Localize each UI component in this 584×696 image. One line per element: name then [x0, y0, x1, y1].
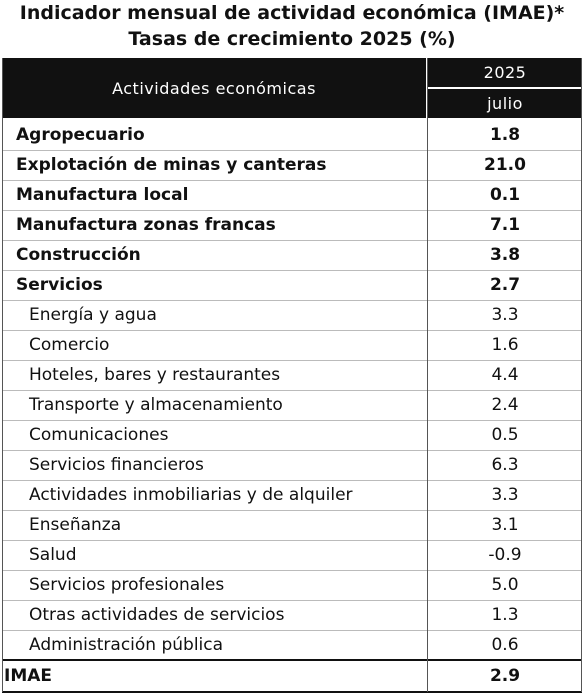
row-label: Transporte y almacenamiento [29, 395, 283, 415]
row-value: 3.3 [491, 305, 519, 325]
row-label: Servicios [16, 275, 103, 295]
table-row: Enseñanza 3.1 [2, 510, 582, 541]
table-row: Actividades inmobiliarias y de alquiler 3… [2, 480, 582, 511]
row-value: 21.0 [484, 155, 526, 175]
row-label: Manufactura local [16, 185, 189, 205]
row-label: Comunicaciones [29, 425, 169, 445]
row-value: 1.6 [491, 335, 519, 355]
title: Indicador mensual de actividad económica… [19, 2, 565, 24]
row-value: 0.1 [489, 185, 521, 205]
row-value: 6.3 [491, 455, 519, 475]
row-label: Manufactura zonas francas [16, 215, 276, 235]
row-label: Salud [29, 545, 77, 565]
row-label: Comercio [29, 335, 110, 355]
table-row: Comunicaciones 0.5 [2, 420, 582, 451]
row-value: 1.3 [491, 605, 519, 625]
row-value: -0.9 [488, 545, 522, 565]
column-border [581, 58, 582, 692]
table-row: Manufactura local 0.1 [2, 180, 582, 211]
row-label: Administración pública [29, 635, 224, 655]
row-value: 5.0 [491, 575, 519, 595]
table-row: Administración pública 0.6 [2, 630, 582, 661]
column-header: julio [428, 89, 582, 118]
table-row: Construcción 3.8 [2, 240, 582, 271]
row-label: Enseñanza [29, 515, 122, 535]
table-row: Servicios profesionales 5.0 [2, 570, 582, 601]
row-label: Explotación de minas y canteras [16, 155, 327, 175]
row-value: 3.1 [491, 515, 519, 535]
row-value: 4.4 [491, 365, 519, 385]
row-label: Hoteles, bares y restaurantes [29, 365, 281, 385]
table-row: Salud -0.9 [2, 540, 582, 571]
table-row: Agropecuario 1.8 [2, 120, 582, 151]
row-value: 7.1 [489, 215, 521, 235]
row-value: 2.4 [491, 395, 519, 415]
table-row: Servicios financieros 6.3 [2, 450, 582, 481]
row-value: 0.6 [491, 635, 519, 655]
row-label: Servicios profesionales [29, 575, 225, 595]
table-row: Manufactura zonas francas 7.1 [2, 210, 582, 241]
subtitle: Tasas de crecimiento 2025 (%) [128, 28, 456, 50]
table-row: Transporte y almacenamiento 2.4 [2, 390, 582, 421]
row-label: Otras actividades de servicios [29, 605, 285, 625]
table-row: Servicios 2.7 [2, 270, 582, 301]
row-value: 2.7 [489, 275, 521, 295]
row-value: 2.9 [489, 666, 521, 686]
row-label: Actividades inmobiliarias y de alquiler [29, 485, 353, 505]
row-value: 0.5 [491, 425, 519, 445]
column-header: Actividades económicas [2, 58, 426, 118]
row-label: Servicios financieros [29, 455, 204, 475]
row-value: 1.8 [489, 125, 521, 145]
column-border [427, 58, 428, 692]
row-label: Agropecuario [16, 125, 145, 145]
table-row: IMAE 2.9 [2, 659, 582, 693]
table: Actividades económicas 2025 julio Agrope… [2, 58, 582, 693]
table-row: Energía y agua 3.3 [2, 300, 582, 331]
column-header: 2025 [428, 58, 582, 87]
row-value: 3.3 [491, 485, 519, 505]
table-row: Comercio 1.6 [2, 330, 582, 361]
row-label: IMAE [4, 666, 53, 686]
table-row: Otras actividades de servicios 1.3 [2, 600, 582, 631]
table-row: Hoteles, bares y restaurantes 4.4 [2, 360, 582, 391]
row-label: Construcción [16, 245, 141, 265]
table-row: Explotación de minas y canteras 21.0 [2, 150, 582, 181]
row-label: Energía y agua [29, 305, 157, 325]
row-value: 3.8 [489, 245, 521, 265]
column-border [2, 58, 3, 692]
